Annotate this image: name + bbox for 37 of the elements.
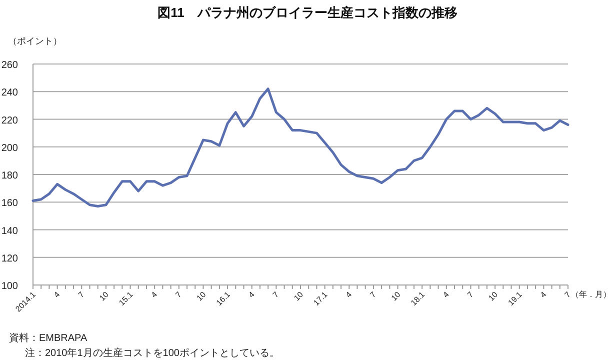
y-tick-label: 180 [1,170,18,182]
x-axis-title: （年．月） [571,290,611,299]
x-tick-label: 4 [52,290,62,300]
text: 注：2010年1月の生産コストを100ポイントとしている。 [25,347,280,359]
y-tick-label: 160 [1,198,18,210]
x-tick-label: 7 [76,290,86,300]
y-tick-label: 220 [1,115,18,126]
x-tick-label: 10 [486,290,500,303]
x-tick-label: 16.1 [214,290,232,308]
x-tick-label: 4 [538,290,548,300]
x-tick-label: 19.1 [506,290,524,308]
y-tick-label: 240 [1,88,18,99]
x-tick-label: 7 [271,290,281,300]
x-tick-label: 10 [390,290,403,303]
x-tick-label: 4 [441,290,452,300]
y-axis-title: （ポイント） [8,36,62,46]
x-tick-label: 4 [344,290,354,300]
x-tick-label: 17.1 [312,290,330,308]
x-tick-label: 4 [246,290,257,300]
chart-title: 図11 パラナ州のブロイラー生産コスト指数の推移 [158,5,458,20]
x-tick-label: 10 [194,290,208,303]
x-tick-label: 7 [174,290,184,300]
y-tick-label: 260 [1,60,18,71]
x-tick-label: 7 [562,290,573,300]
x-tick-label: 15.1 [117,290,136,308]
y-tick-label: 100 [1,281,18,292]
x-tick-label: 10 [292,290,306,303]
x-tick-label: 10 [98,290,111,303]
x-tick-label: 18.1 [409,290,427,308]
x-tick-label: 7 [368,290,378,300]
line-series [32,88,570,208]
x-tick-label: 7 [466,290,476,300]
y-tick-label: 140 [1,226,18,237]
text: 資料：EMBRAPA [9,332,88,344]
x-tick-label: 4 [149,290,160,300]
y-tick-label: 200 [1,142,18,154]
y-tick-label: 120 [1,253,18,264]
